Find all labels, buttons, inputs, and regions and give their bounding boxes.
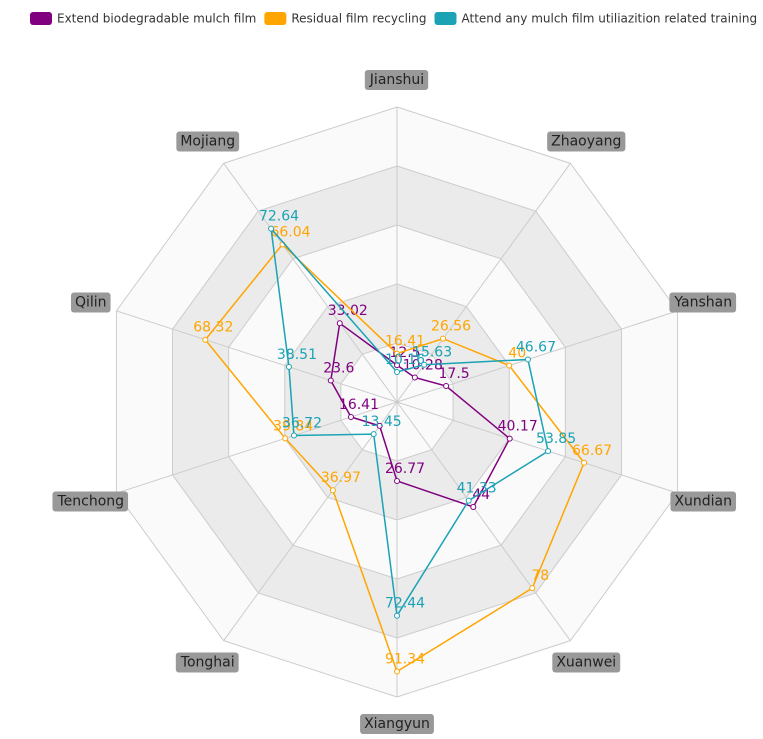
value-label: 91.34 — [385, 651, 425, 667]
value-label: 16.41 — [385, 334, 425, 350]
indicator-label: Xiangyun — [364, 716, 430, 732]
series-point — [506, 435, 513, 442]
legend-label: Residual film recycling — [291, 12, 426, 26]
series-point — [268, 225, 275, 232]
indicator-box — [669, 292, 737, 313]
value-label: 13.45 — [362, 414, 402, 430]
indicator-label: Yanshan — [673, 294, 732, 310]
value-label: 41.33 — [457, 481, 497, 497]
series-point — [443, 383, 450, 390]
series-point — [465, 497, 472, 504]
series-point — [524, 356, 531, 363]
series-point — [506, 362, 513, 369]
value-label: 40.17 — [498, 419, 538, 435]
series-point — [290, 432, 297, 439]
series-point — [329, 487, 336, 494]
legend-label: Extend biodegradable mulch film — [57, 12, 256, 26]
series-point — [545, 448, 552, 455]
series-point — [421, 361, 428, 368]
indicator-label: Zhaoyang — [551, 133, 621, 149]
value-label: 36.97 — [321, 470, 361, 486]
value-label: 10.16 — [385, 352, 425, 368]
value-label: 23.6 — [323, 360, 354, 376]
series-point — [394, 668, 400, 675]
axis-line — [116, 310, 398, 403]
axis-line — [223, 401, 398, 641]
value-label: 44 — [472, 487, 490, 503]
series-point — [394, 362, 400, 369]
series-point — [347, 413, 354, 420]
series-point — [411, 374, 418, 381]
series-point — [394, 477, 400, 484]
value-label: 72.44 — [385, 596, 425, 612]
value-label: 40 — [508, 346, 526, 362]
indicator-box — [52, 491, 129, 512]
value-label: 66.04 — [270, 224, 310, 240]
indicator-box — [547, 131, 626, 152]
indicator-label: Xundian — [674, 494, 732, 510]
legend-swatch — [264, 12, 287, 25]
indicator-box — [360, 714, 434, 734]
axis-line — [396, 401, 678, 494]
indicator-box — [364, 70, 429, 90]
series-point — [336, 320, 343, 327]
value-label: 68.32 — [193, 320, 233, 336]
indicator-box — [670, 491, 737, 512]
indicator-box — [176, 131, 240, 152]
series-point — [394, 350, 400, 357]
series-point — [470, 504, 477, 511]
value-label: 46.67 — [516, 339, 556, 355]
axis-line — [396, 163, 571, 403]
indicator-label: Tonghai — [180, 655, 235, 671]
series-point — [370, 431, 377, 438]
indicator-label: Mojiang — [180, 133, 235, 149]
value-label: 72.64 — [259, 209, 299, 225]
indicator-label: Xuanwei — [556, 655, 616, 671]
indicator-box — [552, 652, 621, 673]
indicator-label: Qilin — [75, 294, 107, 310]
value-label: 15.63 — [412, 345, 452, 361]
indicator-label: Tenchong — [56, 494, 124, 510]
legend-swatch — [434, 12, 457, 25]
indicator-box — [175, 652, 239, 673]
value-label: 16.41 — [339, 397, 379, 413]
series-point — [581, 459, 588, 466]
series-point — [202, 336, 209, 343]
series-point — [394, 612, 400, 619]
series-point — [282, 435, 289, 442]
value-label: 17.5 — [439, 366, 470, 382]
series-point — [394, 369, 400, 376]
value-label: 36.72 — [282, 415, 322, 431]
series-point — [440, 335, 447, 342]
series-point — [285, 363, 292, 370]
series-point — [529, 585, 536, 592]
legend-swatch — [30, 12, 52, 25]
series-point — [327, 377, 334, 384]
indicator-box — [70, 292, 111, 313]
indicator-label: Jianshui — [369, 72, 424, 88]
value-label: 66.67 — [572, 443, 612, 459]
legend-label: Attend any mulch film utiliazition relat… — [462, 12, 758, 26]
axis-line — [223, 163, 398, 403]
series-point — [376, 422, 383, 429]
axis-line — [396, 401, 571, 641]
value-label: 78 — [531, 568, 549, 584]
legend: Extend biodegradable mulch film Residual … — [30, 12, 757, 26]
value-label: 53.85 — [536, 431, 576, 447]
value-label: 38.51 — [277, 347, 317, 363]
value-label: 26.77 — [385, 461, 425, 477]
value-label: 26.56 — [431, 319, 471, 335]
